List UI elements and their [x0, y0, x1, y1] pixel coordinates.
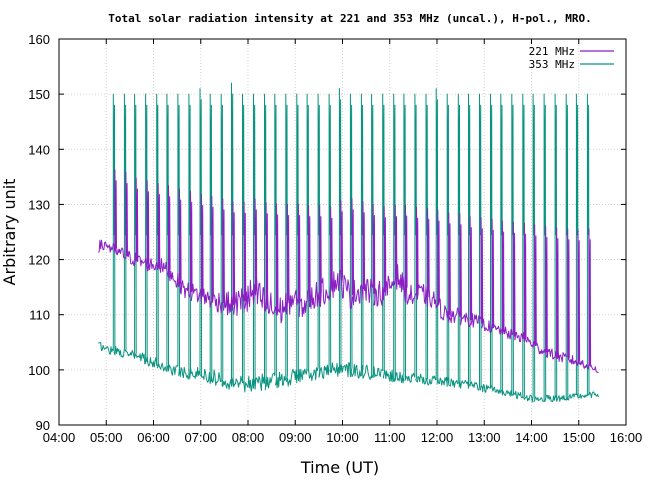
- y-tick-label: 160: [28, 32, 50, 47]
- y-tick-label: 130: [28, 197, 50, 212]
- x-tick-label: 10:00: [326, 430, 359, 445]
- x-tick-label: 14:00: [515, 430, 548, 445]
- x-tick-label: 15:00: [562, 430, 595, 445]
- series-line-353-mhz: [98, 82, 599, 403]
- legend-label: 221 MHz: [529, 45, 575, 58]
- x-tick-label: 08:00: [232, 430, 265, 445]
- x-tick-label: 05:00: [90, 430, 123, 445]
- x-tick-label: 11:00: [374, 430, 406, 445]
- y-tick-label: 120: [28, 253, 50, 268]
- y-tick-label: 150: [28, 87, 50, 102]
- plot-series: [98, 82, 599, 403]
- x-tick-label: 09:00: [279, 430, 312, 445]
- legend-label: 353 MHz: [529, 58, 575, 71]
- y-axis-label: Arbitrary unit: [0, 179, 19, 286]
- grid-lines: [59, 39, 626, 425]
- series-line-221-mhz: [98, 169, 599, 374]
- x-axis-label: Time (UT): [300, 458, 379, 477]
- y-tick-label: 140: [28, 142, 50, 157]
- x-tick-label: 06:00: [137, 430, 170, 445]
- x-tick-label: 12:00: [421, 430, 454, 445]
- x-tick-label: 13:00: [468, 430, 501, 445]
- y-tick-label: 100: [28, 363, 50, 378]
- x-tick-label: 07:00: [184, 430, 217, 445]
- axis-ticks: 04:00 05:00 06:00 07:00 08:00 09:00 10:00 11:00…: [28, 32, 642, 445]
- chart-title: Total solar radiation intensity at 221 a…: [108, 12, 591, 25]
- x-tick-label: 04:00: [43, 430, 76, 445]
- y-tick-label: 90: [36, 418, 50, 433]
- y-tick-label: 110: [29, 308, 50, 323]
- x-tick-label: 16:00: [610, 430, 643, 445]
